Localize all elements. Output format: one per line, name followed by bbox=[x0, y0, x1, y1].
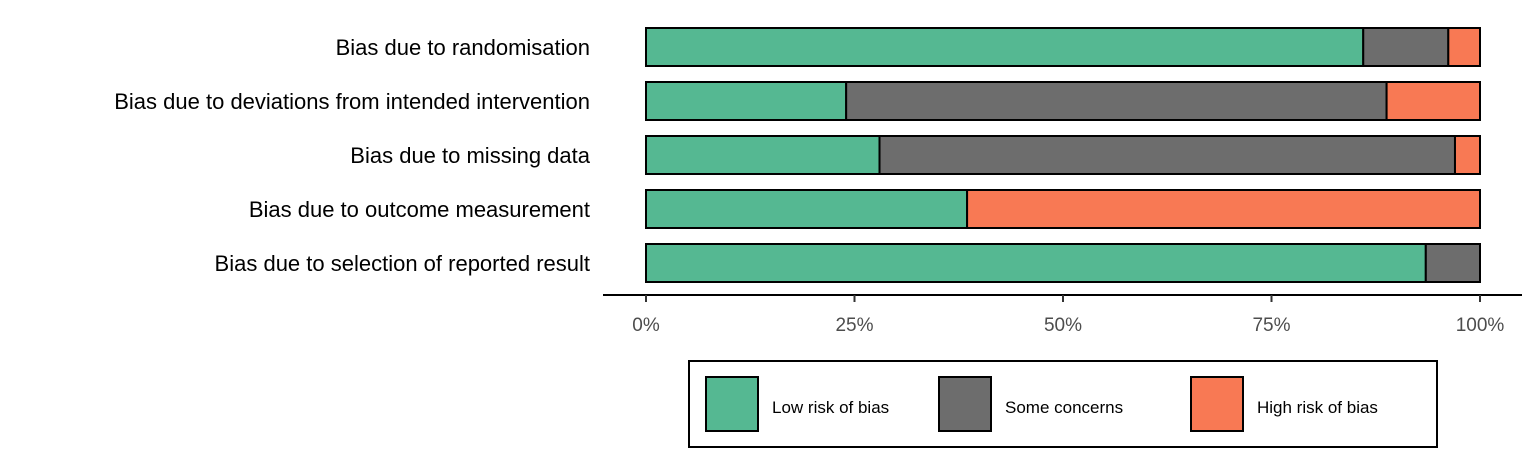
bar-segment bbox=[645, 81, 848, 121]
legend: Low risk of bias Some concerns High risk o… bbox=[688, 360, 1438, 448]
x-tick-label: 75% bbox=[1252, 315, 1290, 336]
x-axis: 0% 25% 50% 75% 100% bbox=[603, 294, 1522, 336]
category-labels: Bias due to randomisation Bias due to dev… bbox=[114, 35, 591, 276]
category-label: Bias due to selection of reported result bbox=[215, 251, 590, 276]
bar-segment bbox=[1362, 27, 1450, 67]
bar-segment bbox=[1453, 135, 1481, 175]
legend-swatch bbox=[938, 376, 992, 432]
category-label: Bias due to deviations from intended int… bbox=[114, 89, 590, 114]
x-tick-label: 25% bbox=[835, 315, 873, 336]
legend-label: Some concerns bbox=[1005, 398, 1123, 417]
bar-segment bbox=[966, 189, 1481, 229]
bar-segment bbox=[645, 135, 881, 175]
x-tick-label: 50% bbox=[1044, 315, 1082, 336]
legend-label: Low risk of bias bbox=[772, 398, 889, 417]
category-label: Bias due to randomisation bbox=[336, 35, 590, 60]
legend-box bbox=[688, 360, 1438, 448]
bar-segment bbox=[645, 243, 1427, 283]
bar-segment bbox=[1385, 81, 1482, 121]
bar-segment bbox=[878, 135, 1456, 175]
bars bbox=[645, 27, 1482, 283]
bar-segment bbox=[645, 27, 1365, 67]
category-label: Bias due to outcome measurement bbox=[249, 197, 590, 222]
bar-segment bbox=[845, 81, 1388, 121]
legend-label: High risk of bias bbox=[1257, 398, 1378, 417]
bar-segment bbox=[1424, 243, 1482, 283]
legend-swatch bbox=[705, 376, 759, 432]
x-tick-label: 0% bbox=[632, 315, 660, 336]
bar-segment bbox=[645, 189, 969, 229]
x-tick-label: 100% bbox=[1456, 315, 1505, 336]
legend-swatch bbox=[1190, 376, 1244, 432]
category-label: Bias due to missing data bbox=[350, 143, 590, 168]
bar-segment bbox=[1447, 27, 1481, 67]
